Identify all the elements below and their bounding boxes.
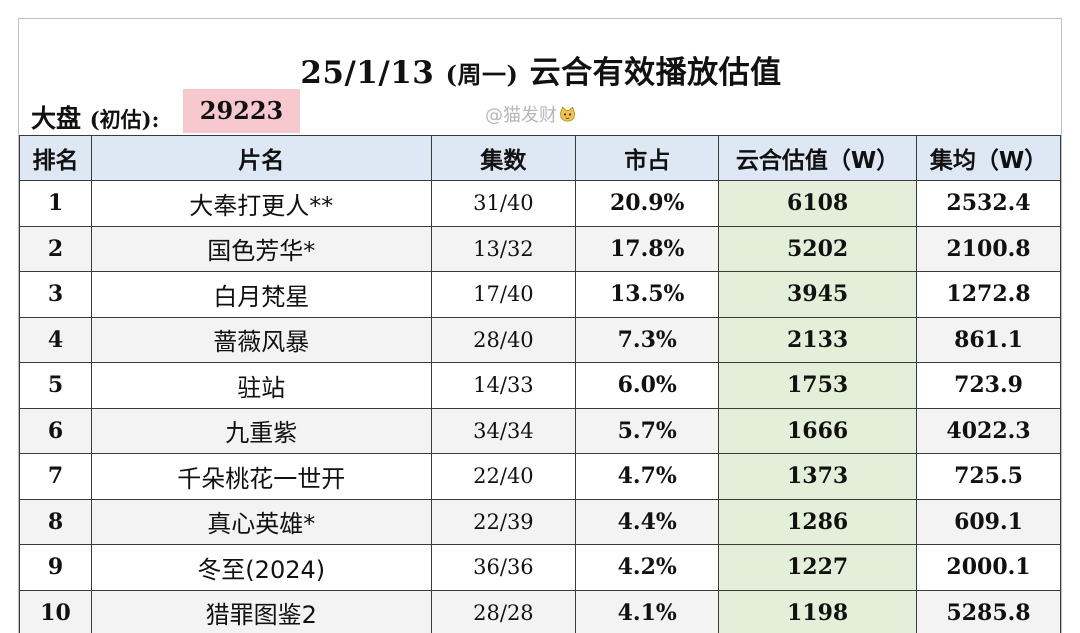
cell-share: 4.2% [575, 544, 720, 591]
cell-rank: 3 [19, 271, 92, 318]
cell-share: 17.8% [575, 225, 720, 272]
cell-estimate: 1666 [718, 407, 918, 454]
cell-episodes: 14/33 [430, 362, 577, 409]
cell-rank: 8 [19, 498, 92, 545]
cell-name: 白月梵星 [90, 271, 432, 318]
title-date: 25/1/13 [300, 55, 435, 91]
cell-estimate: 3945 [718, 271, 918, 318]
table-row: 2 国色芳华* 13/32 17.8% 5202 2100.8 [19, 225, 1061, 272]
cell-episodes: 34/34 [430, 407, 577, 454]
header-avg: 集均（W） [916, 135, 1061, 181]
cell-name: 国色芳华* [90, 225, 432, 272]
cell-avg: 723.9 [916, 362, 1061, 409]
cell-estimate: 6108 [718, 180, 918, 227]
cell-rank: 7 [19, 453, 92, 500]
table-row: 4 蔷薇风暴 28/40 7.3% 2133 861.1 [19, 316, 1061, 363]
cell-share: 4.7% [575, 453, 720, 500]
cell-estimate: 2133 [718, 316, 918, 363]
header-name: 片名 [90, 135, 432, 181]
cell-avg: 861.1 [916, 316, 1061, 363]
table-header-row: 排名 片名 集数 市占 云合估值（W） 集均（W） [19, 135, 1061, 181]
cell-share: 5.7% [575, 407, 720, 454]
cell-episodes: 13/32 [430, 225, 577, 272]
cell-avg: 2100.8 [916, 225, 1061, 272]
title-text: 云合有效播放估值 [529, 55, 782, 91]
cell-name: 驻站 [90, 362, 432, 409]
cell-episodes: 22/40 [430, 453, 577, 500]
cell-name: 蔷薇风暴 [90, 316, 432, 363]
cat-emoji-icon [560, 107, 575, 122]
table-row: 10 猎罪图鉴2 28/28 4.1% 1198 5285.8 [19, 589, 1061, 633]
cell-rank: 9 [19, 544, 92, 591]
table-row: 3 白月梵星 17/40 13.5% 3945 1272.8 [19, 271, 1061, 318]
market-label-note: (初估): [89, 107, 160, 132]
cell-avg: 2000.1 [916, 544, 1061, 591]
cell-rank: 10 [19, 589, 92, 633]
cell-share: 7.3% [575, 316, 720, 363]
cell-name: 九重紫 [90, 407, 432, 454]
table-row: 9 冬至(2024) 36/36 4.2% 1227 2000.1 [19, 544, 1061, 591]
table-row: 5 驻站 14/33 6.0% 1753 723.9 [19, 362, 1061, 409]
watermark-text: @猫发财 [485, 105, 557, 126]
cell-episodes: 17/40 [430, 271, 577, 318]
table-row: 7 千朵桃花一世开 22/40 4.7% 1373 725.5 [19, 453, 1061, 500]
cell-rank: 2 [19, 225, 92, 272]
cell-avg: 1272.8 [916, 271, 1061, 318]
cell-name: 冬至(2024) [90, 544, 432, 591]
market-label-text: 大盘 [31, 104, 82, 133]
cell-share: 6.0% [575, 362, 720, 409]
cell-name: 真心英雄* [90, 498, 432, 545]
cell-avg: 5285.8 [916, 589, 1061, 633]
cell-episodes: 28/40 [430, 316, 577, 363]
cell-name: 千朵桃花一世开 [90, 453, 432, 500]
cell-avg: 2532.4 [916, 180, 1061, 227]
market-total-value: 29223 [183, 89, 300, 133]
header-rank: 排名 [19, 135, 92, 181]
cell-share: 4.4% [575, 498, 720, 545]
cell-avg: 725.5 [916, 453, 1061, 500]
cell-avg: 609.1 [916, 498, 1061, 545]
cell-episodes: 36/36 [430, 544, 577, 591]
cell-episodes: 28/28 [430, 589, 577, 633]
cell-share: 4.1% [575, 589, 720, 633]
cell-estimate: 1198 [718, 589, 918, 633]
table-row: 8 真心英雄* 22/39 4.4% 1286 609.1 [19, 498, 1061, 545]
cell-episodes: 31/40 [430, 180, 577, 227]
cell-rank: 6 [19, 407, 92, 454]
cell-name: 猎罪图鉴2 [90, 589, 432, 633]
table-row: 1 大奉打更人** 31/40 20.9% 6108 2532.4 [19, 180, 1061, 227]
table-row: 6 九重紫 34/34 5.7% 1666 4022.3 [19, 407, 1061, 454]
cell-rank: 1 [19, 180, 92, 227]
header-share: 市占 [575, 135, 720, 181]
cell-estimate: 1753 [718, 362, 918, 409]
cell-estimate: 1227 [718, 544, 918, 591]
page-title: 25/1/13 (周一) 云合有效播放估值 [19, 47, 1063, 92]
ratings-sheet: 25/1/13 (周一) 云合有效播放估值 大盘 (初估): 29223 @猫发… [18, 18, 1062, 633]
cell-rank: 5 [19, 362, 92, 409]
ratings-table: 排名 片名 集数 市占 云合估值（W） 集均（W） 1 大奉打更人** 31/4… [19, 135, 1061, 633]
market-label: 大盘 (初估): [31, 99, 159, 135]
title-weekday: (周一) [445, 60, 519, 89]
header-episodes: 集数 [430, 135, 577, 181]
cell-share: 20.9% [575, 180, 720, 227]
cell-share: 13.5% [575, 271, 720, 318]
cell-estimate: 1286 [718, 498, 918, 545]
cell-name: 大奉打更人** [90, 180, 432, 227]
cell-estimate: 1373 [718, 453, 918, 500]
watermark: @猫发财 [485, 101, 576, 127]
cell-estimate: 5202 [718, 225, 918, 272]
cell-rank: 4 [19, 316, 92, 363]
header-estimate: 云合估值（W） [718, 135, 918, 181]
cell-episodes: 22/39 [430, 498, 577, 545]
cell-avg: 4022.3 [916, 407, 1061, 454]
